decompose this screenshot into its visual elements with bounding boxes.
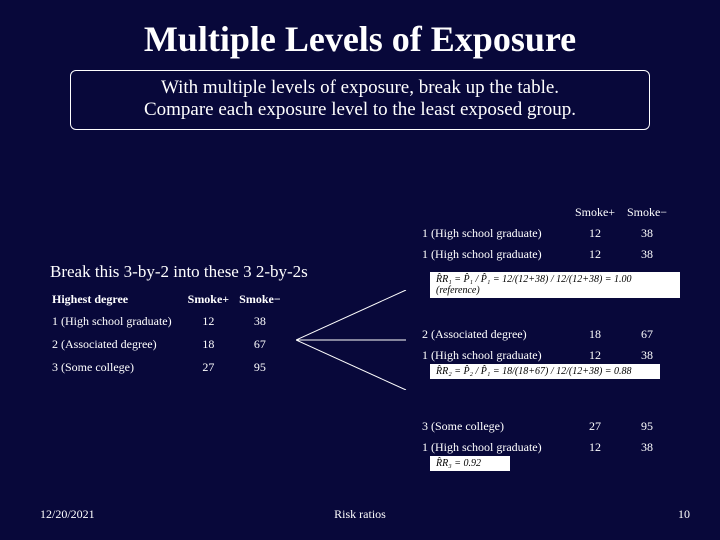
row-label: 3 (Some college) bbox=[52, 357, 186, 378]
subtitle-line-2: Compare each exposure level to the least… bbox=[81, 99, 639, 121]
formula-rr1: R̂R₁ = P̂₁ / P̂₁ = 12/(12+38) / 12/(12+3… bbox=[430, 272, 680, 298]
cell: 67 bbox=[239, 334, 289, 355]
cell: 27 bbox=[188, 357, 238, 378]
connector-lines bbox=[296, 290, 436, 390]
slide-title: Multiple Levels of Exposure bbox=[0, 0, 720, 68]
cell: 38 bbox=[626, 346, 676, 365]
subtitle-box: With multiple levels of exposure, break … bbox=[70, 70, 650, 130]
cell: 38 bbox=[626, 438, 676, 457]
formula-rr2: R̂R₂ = P̂₂ / P̂₁ = 18/(18+67) / 12/(12+3… bbox=[430, 364, 660, 379]
cell: 12 bbox=[574, 245, 624, 264]
formula-rr3: R̂R₃ = 0.92 bbox=[430, 456, 510, 471]
cell: 27 bbox=[574, 417, 624, 436]
cell: 95 bbox=[626, 417, 676, 436]
table-row: 1 (High school graduate) 12 38 bbox=[422, 346, 676, 365]
cell: 12 bbox=[574, 346, 624, 365]
cell: 18 bbox=[574, 325, 624, 344]
table-row: 2 (Associated degree) 18 67 bbox=[422, 325, 676, 344]
footer-title: Risk ratios bbox=[0, 507, 720, 522]
cell: 95 bbox=[239, 357, 289, 378]
block1-table: 1 (High school graduate) 12 38 1 (High s… bbox=[420, 222, 678, 266]
row-label: 1 (High school graduate) bbox=[422, 346, 572, 365]
footer-page-number: 10 bbox=[678, 507, 690, 522]
row-label: 1 (High school graduate) bbox=[422, 245, 572, 264]
cell: 38 bbox=[626, 224, 676, 243]
cell: 18 bbox=[188, 334, 238, 355]
table-row: 1 (High school graduate) 12 38 bbox=[422, 224, 676, 243]
table-row: 2 (Associated degree) 18 67 bbox=[52, 334, 289, 355]
cell: 67 bbox=[626, 325, 676, 344]
block2-table: 2 (Associated degree) 18 67 1 (High scho… bbox=[420, 323, 678, 367]
subtitle-line-1: With multiple levels of exposure, break … bbox=[81, 77, 639, 99]
break-label: Break this 3-by-2 into these 3 2-by-2s bbox=[50, 262, 308, 282]
row-label: 3 (Some college) bbox=[422, 417, 572, 436]
table-row: 3 (Some college) 27 95 bbox=[422, 417, 676, 436]
cell: 38 bbox=[239, 311, 289, 332]
cell: 12 bbox=[574, 224, 624, 243]
header-minus: Smoke− bbox=[626, 203, 676, 222]
row-label: 2 (Associated degree) bbox=[422, 325, 572, 344]
cell: 12 bbox=[188, 311, 238, 332]
row-label: 1 (High school graduate) bbox=[422, 438, 572, 457]
table-row: 1 (High school graduate) 12 38 bbox=[422, 438, 676, 457]
main-table-header-degree: Highest degree bbox=[52, 290, 186, 309]
row-label: 1 (High school graduate) bbox=[422, 224, 572, 243]
table-row: 1 (High school graduate) 12 38 bbox=[422, 245, 676, 264]
cell: 12 bbox=[574, 438, 624, 457]
blank-cell bbox=[422, 203, 572, 222]
right-header-table: Smoke+ Smoke− bbox=[420, 201, 678, 224]
row-label: 2 (Associated degree) bbox=[52, 334, 186, 355]
table-row: 3 (Some college) 27 95 bbox=[52, 357, 289, 378]
main-table-header-plus: Smoke+ bbox=[188, 290, 238, 309]
row-label: 1 (High school graduate) bbox=[52, 311, 186, 332]
main-table-header-minus: Smoke− bbox=[239, 290, 289, 309]
main-table: Highest degree Smoke+ Smoke− 1 (High sch… bbox=[50, 288, 291, 380]
block3-table: 3 (Some college) 27 95 1 (High school gr… bbox=[420, 415, 678, 459]
header-plus: Smoke+ bbox=[574, 203, 624, 222]
table-row: 1 (High school graduate) 12 38 bbox=[52, 311, 289, 332]
cell: 38 bbox=[626, 245, 676, 264]
